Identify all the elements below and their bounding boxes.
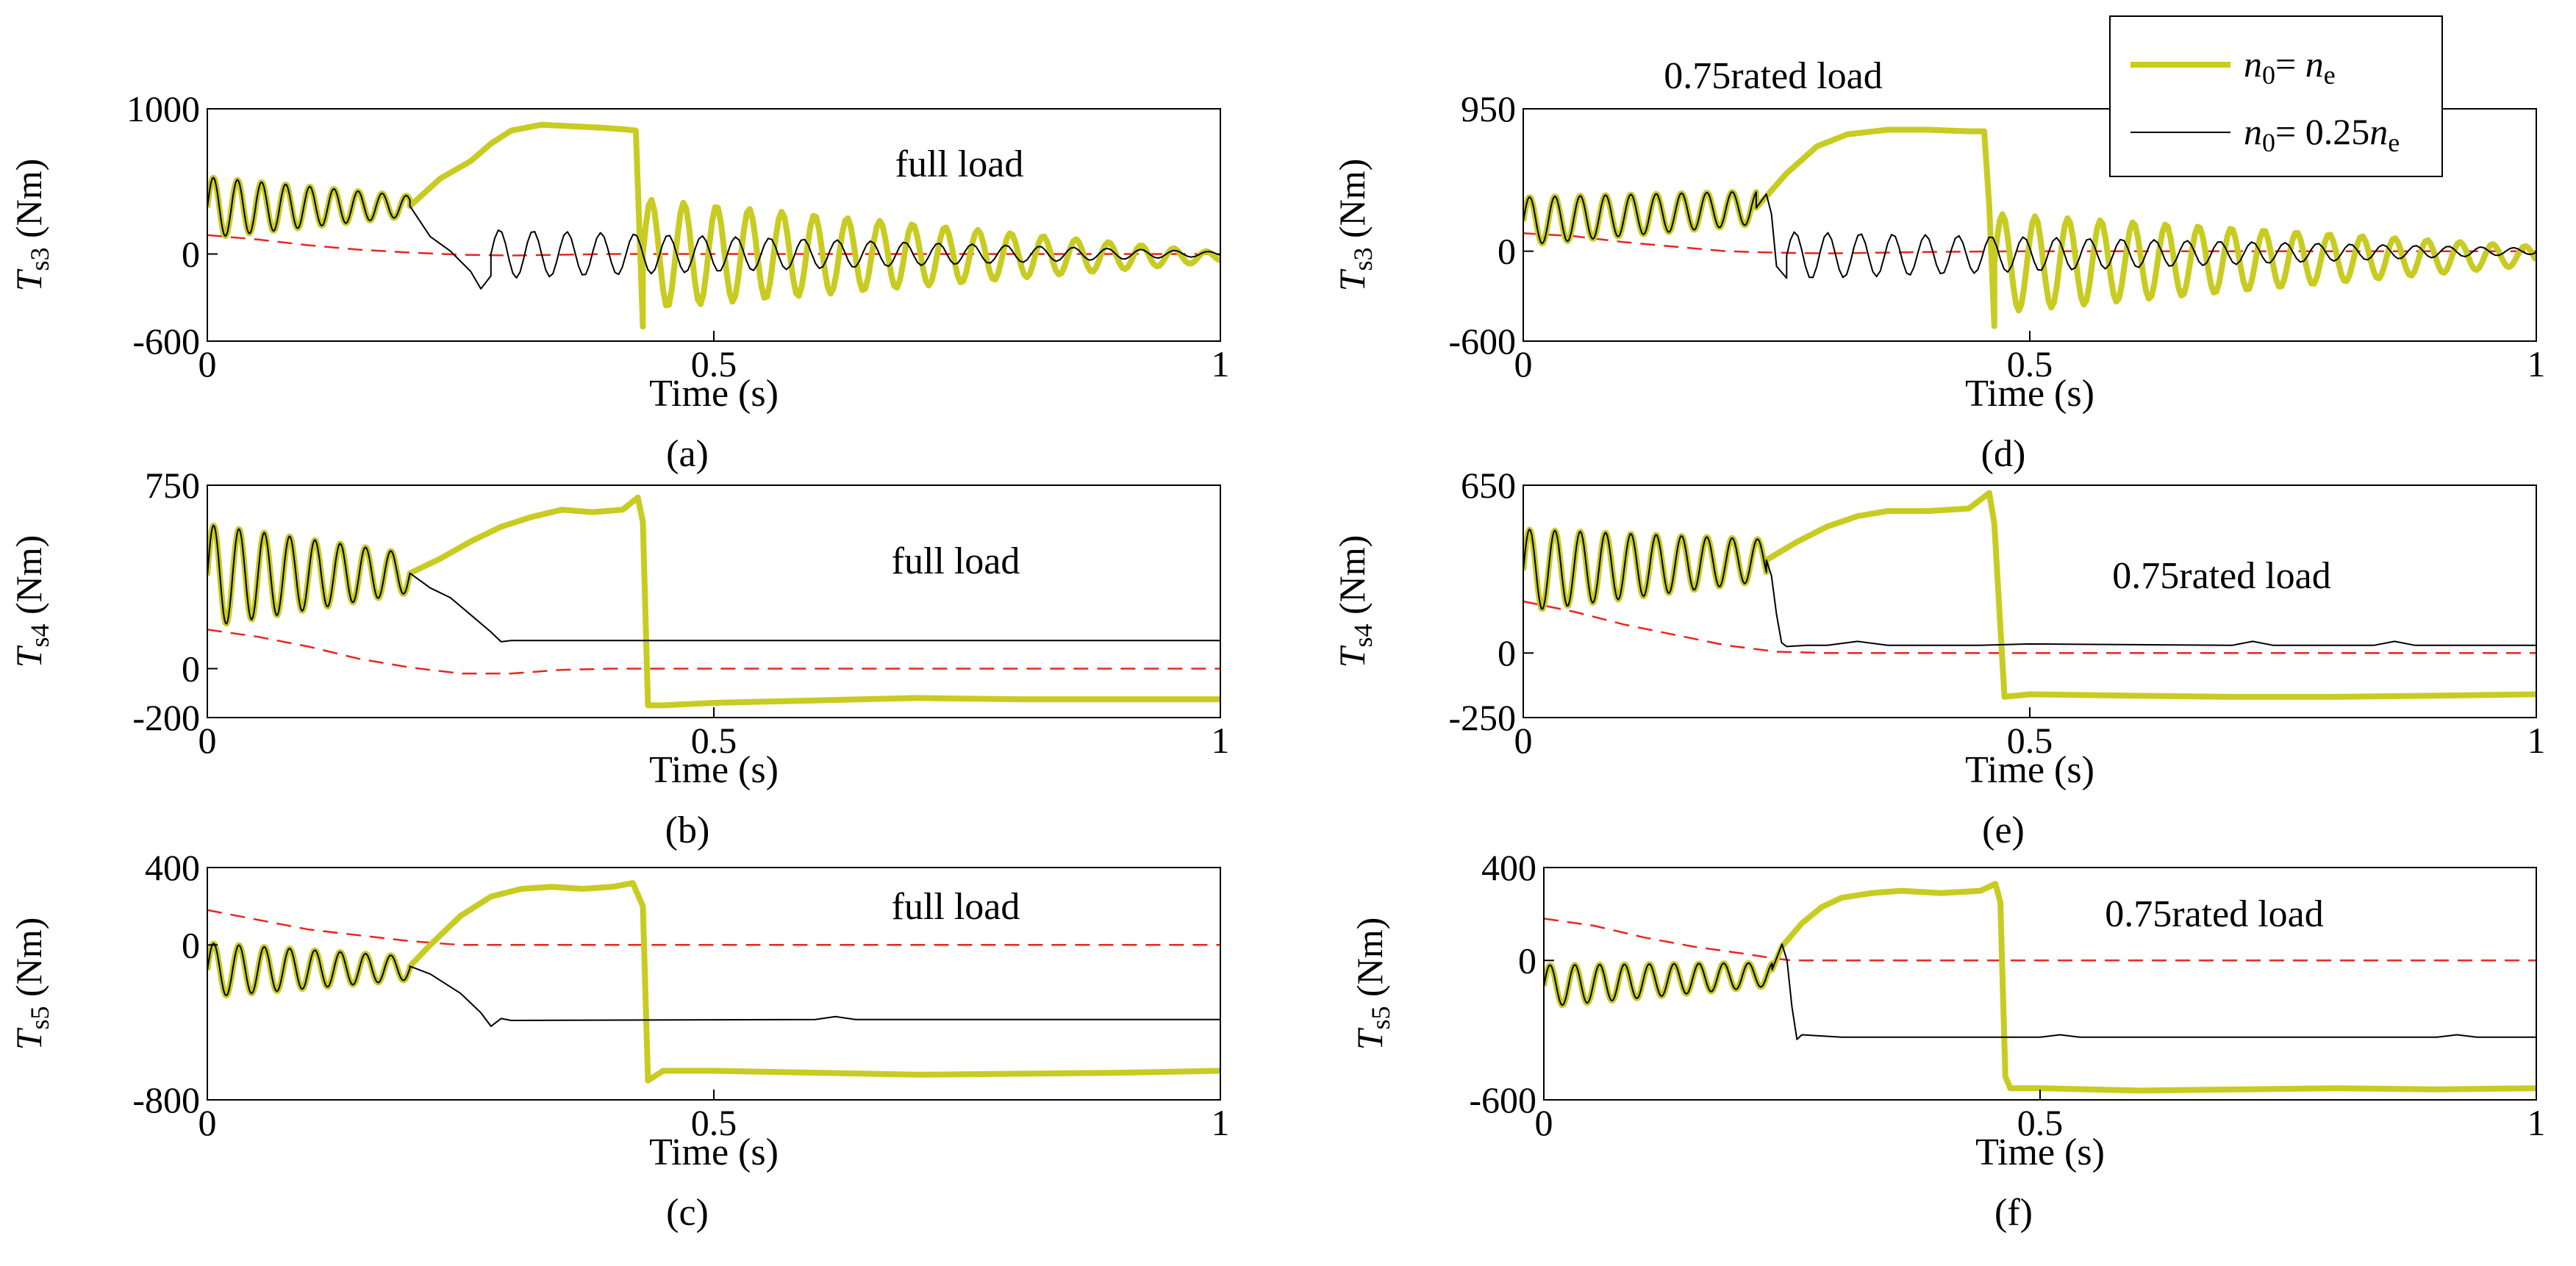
x-tick-label: 0 — [198, 343, 217, 385]
panel-label: (b) — [665, 809, 710, 851]
series-line-thin — [1523, 191, 2536, 279]
y-tick-label: -250 — [1448, 697, 1516, 738]
series-group — [1544, 881, 2536, 1094]
y-tick-label: -800 — [132, 1079, 200, 1120]
series-line-thin — [207, 524, 1220, 643]
series-group — [1523, 490, 2536, 700]
y-axis-label: Ts4 (Nm) — [1331, 535, 1378, 668]
x-tick-label: 0 — [1514, 343, 1533, 385]
series-group — [207, 494, 1220, 709]
panel-label: (d) — [1981, 433, 2026, 475]
load-annotation: 0.75rated load — [1664, 55, 1882, 97]
load-annotation: full load — [892, 886, 1020, 928]
series-group — [1523, 126, 2536, 329]
legend-label-n0-eq-025ne: n0= 0.25ne — [2244, 111, 2400, 157]
y-tick-label: -600 — [132, 321, 200, 362]
x-tick-label: 0.5 — [691, 1102, 737, 1143]
series-line-dashed — [207, 909, 1220, 946]
y-tick-label: -600 — [1448, 321, 1516, 362]
y-axis-label: Ts5 (Nm) — [8, 918, 54, 1051]
x-axis-label: Time (s) — [1975, 1131, 2105, 1173]
y-tick-label: -600 — [1469, 1079, 1536, 1120]
y-tick-label: 400 — [145, 847, 200, 888]
series-group — [207, 121, 1220, 330]
load-annotation: 0.75rated load — [2112, 555, 2330, 597]
x-axis-label: Time (s) — [649, 749, 779, 791]
x-axis-label: Time (s) — [649, 373, 779, 415]
y-axis-label: Ts5 (Nm) — [1349, 918, 1395, 1051]
series-line-dashed — [207, 629, 1220, 675]
y-tick-label: 750 — [145, 465, 200, 506]
x-tick-label: 0 — [198, 720, 217, 761]
series-line-thin — [207, 943, 1220, 1027]
legend-box — [2109, 15, 2443, 177]
x-tick-label: 0.5 — [2017, 1102, 2064, 1143]
load-annotation: 0.75rated load — [2105, 893, 2323, 935]
series-group — [207, 880, 1220, 1084]
x-axis-label: Time (s) — [1965, 749, 2094, 791]
y-tick-label: 0 — [1498, 632, 1516, 673]
load-annotation: full load — [892, 540, 1020, 582]
panel-label: (f) — [1994, 1192, 2033, 1234]
x-tick-label: 1 — [2527, 1102, 2546, 1143]
legend-label-n0-eq-ne: n0= ne — [2244, 43, 2336, 90]
x-axis-label: Time (s) — [1965, 373, 2094, 415]
y-axis-label: Ts4 (Nm) — [8, 535, 54, 668]
series-line-dashed — [1523, 232, 2536, 254]
x-axis-label: Time (s) — [649, 1131, 779, 1173]
x-tick-label: 0 — [198, 1102, 217, 1143]
x-tick-label: 1 — [1212, 343, 1230, 385]
y-axis-label: Ts3 (Nm) — [1331, 159, 1378, 292]
x-tick-label: 1 — [1212, 1102, 1230, 1143]
panel-label: (e) — [1982, 809, 2025, 851]
legend: n0= ne n0= 0.25ne — [2109, 15, 2443, 177]
x-tick-label: 0.5 — [2007, 720, 2053, 761]
y-tick-label: 400 — [1481, 847, 1536, 888]
panel-label: (a) — [666, 433, 709, 475]
series-line-dashed — [1523, 600, 2536, 654]
x-tick-label: 1 — [2527, 343, 2546, 385]
y-tick-label: 950 — [1461, 88, 1516, 129]
y-tick-label: 650 — [1461, 465, 1516, 506]
y-axis-label: Ts3 (Nm) — [8, 159, 54, 292]
x-tick-label: 0.5 — [691, 720, 737, 761]
y-tick-label: 0 — [1498, 231, 1516, 272]
y-tick-label: 0 — [182, 648, 200, 689]
series-line-thin — [1523, 529, 2536, 648]
x-tick-label: 1 — [1212, 720, 1230, 761]
series-line-thin — [1544, 943, 2536, 1040]
panel-label: (c) — [666, 1192, 709, 1234]
y-tick-label: -200 — [132, 697, 200, 738]
y-tick-label: 0 — [182, 924, 200, 965]
y-tick-label: 1000 — [126, 88, 200, 129]
x-tick-label: 0 — [1514, 720, 1533, 761]
load-annotation: full load — [895, 143, 1024, 185]
series-line-thin — [207, 176, 1220, 290]
y-tick-label: 0 — [182, 234, 200, 275]
x-tick-label: 0.5 — [2007, 343, 2053, 385]
x-tick-label: 0.5 — [691, 343, 737, 385]
x-tick-label: 1 — [2527, 720, 2546, 761]
series-line-dashed — [1544, 918, 2536, 962]
y-tick-label: 0 — [1518, 940, 1536, 981]
x-tick-label: 0 — [1535, 1102, 1553, 1143]
